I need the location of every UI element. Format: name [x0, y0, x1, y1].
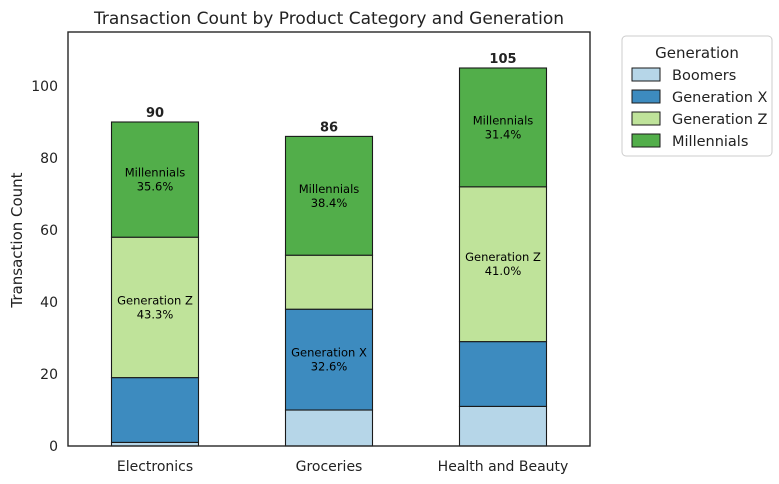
segment-label-percent: 35.6% — [137, 180, 174, 194]
segment-label-percent: 43.3% — [137, 307, 174, 321]
bar-total-label: 90 — [146, 106, 164, 121]
segment-label-name: Millennials — [473, 113, 534, 127]
bar-segment-generation-x — [458, 341, 548, 407]
legend-swatch — [631, 89, 661, 104]
legend-label: Boomers — [672, 68, 736, 84]
segment-label-percent: 32.6% — [311, 360, 348, 374]
y-tick-label: 40 — [40, 295, 58, 311]
bar-total-label: 105 — [489, 52, 516, 67]
legend-swatch — [631, 133, 661, 148]
segment-label-percent: 41.0% — [485, 264, 522, 278]
x-tick-label: Electronics — [117, 459, 193, 475]
bar-segment-boomers — [284, 409, 374, 447]
y-tick-label: 80 — [40, 151, 58, 167]
y-axis-label: Transaction Count — [8, 172, 26, 308]
x-tick-label: Groceries — [296, 459, 363, 475]
segment-label-name: Millennials — [125, 166, 186, 180]
legend-title: Generation — [655, 44, 739, 62]
legend-label: Generation Z — [672, 112, 767, 128]
y-tick-label: 60 — [40, 223, 58, 239]
bar-total-label: 86 — [320, 120, 338, 135]
segment-label-percent: 38.4% — [311, 196, 348, 210]
segment-label-name: Millennials — [299, 182, 360, 196]
y-tick-label: 0 — [49, 439, 58, 455]
bar-segment-millennials — [110, 121, 200, 238]
bar-segment-millennials — [458, 67, 548, 188]
legend-label: Millennials — [672, 134, 748, 150]
segment-label-name: Generation X — [291, 346, 367, 360]
plot-frame — [67, 31, 591, 447]
bar-segment-generation-x — [284, 308, 374, 411]
legend-frame — [621, 35, 773, 157]
segment-label-name: Generation Z — [465, 250, 541, 264]
chart-title: Transaction Count by Product Category an… — [93, 9, 564, 29]
bar-segment-millennials — [284, 135, 374, 256]
bar-segment-generation-z — [110, 236, 200, 379]
legend-swatch — [631, 67, 661, 82]
bar-segment-boomers — [458, 405, 548, 447]
bar-segment-generation-x — [110, 377, 200, 443]
bar-segment-generation-z — [284, 254, 374, 310]
y-tick-label: 20 — [40, 367, 58, 383]
y-tick-label: 100 — [31, 79, 58, 95]
x-tick-label: Health and Beauty — [438, 459, 569, 475]
legend-label: Generation X — [672, 90, 767, 106]
legend-swatch — [631, 111, 661, 126]
segment-label-name: Generation Z — [117, 293, 193, 307]
segment-label-percent: 31.4% — [485, 127, 522, 141]
legend: Generation Boomers Generation X Generation… — [621, 35, 773, 157]
